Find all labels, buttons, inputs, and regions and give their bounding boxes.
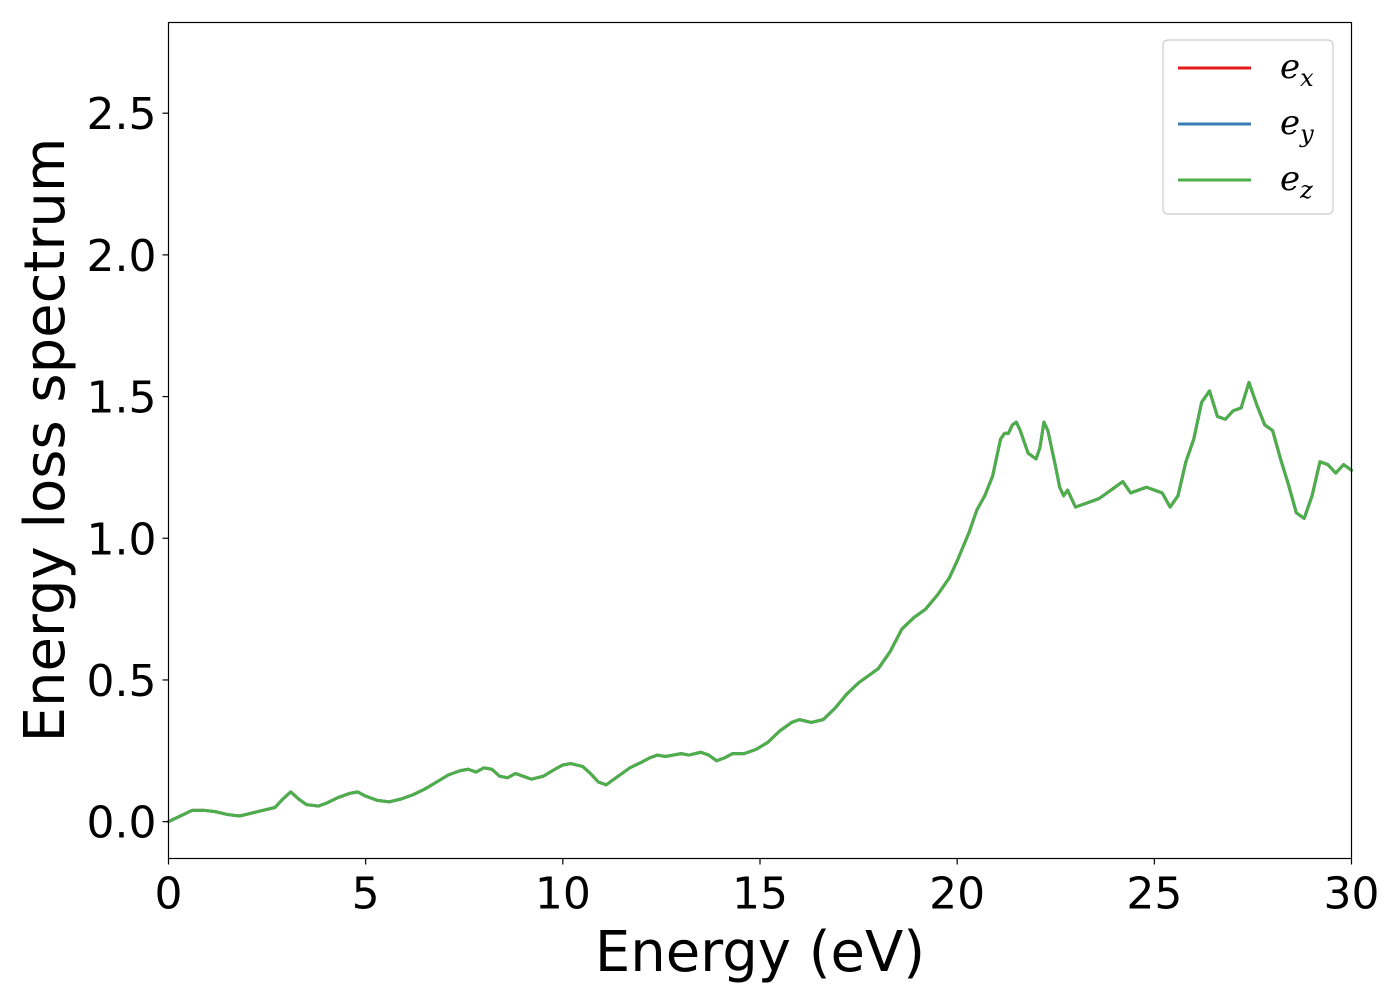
y-tick-label: 0.5 xyxy=(87,656,157,707)
y-axis-label: Energy loss spectrum xyxy=(13,138,78,743)
y-axis-ticks: 0.0 0.5 1.0 1.5 2.0 2.5 xyxy=(87,89,169,849)
x-tick-label: 0 xyxy=(155,869,183,920)
legend-label-z: ez xyxy=(1280,159,1313,204)
x-tick-label: 15 xyxy=(732,869,788,920)
legend-frame xyxy=(1162,39,1334,215)
y-tick-label: 1.5 xyxy=(87,373,157,424)
x-tick-label: 30 xyxy=(1324,869,1380,920)
x-axis-ticks: 0 5 10 15 20 25 30 xyxy=(155,858,1380,920)
x-tick-label: 5 xyxy=(352,869,380,920)
x-tick-label: 10 xyxy=(535,869,591,920)
legend: ex ey ez xyxy=(1162,39,1334,215)
x-tick-label: 25 xyxy=(1126,869,1182,920)
legend-label-x: ex xyxy=(1280,47,1314,92)
y-tick-label: 1.0 xyxy=(87,514,157,565)
legend-items: ex ey ez xyxy=(1178,47,1314,204)
x-axis-label: Energy (eV) xyxy=(595,920,925,985)
x-tick-label: 20 xyxy=(929,869,985,920)
series-line-y xyxy=(167,380,1353,824)
y-tick-label: 0.0 xyxy=(87,798,157,849)
y-tick-label: 2.0 xyxy=(87,231,157,282)
series-line-z xyxy=(167,380,1353,824)
series-layer xyxy=(167,380,1353,824)
legend-label-y: ey xyxy=(1280,103,1314,148)
series-line-x xyxy=(167,380,1353,824)
y-tick-label: 2.5 xyxy=(87,89,157,140)
